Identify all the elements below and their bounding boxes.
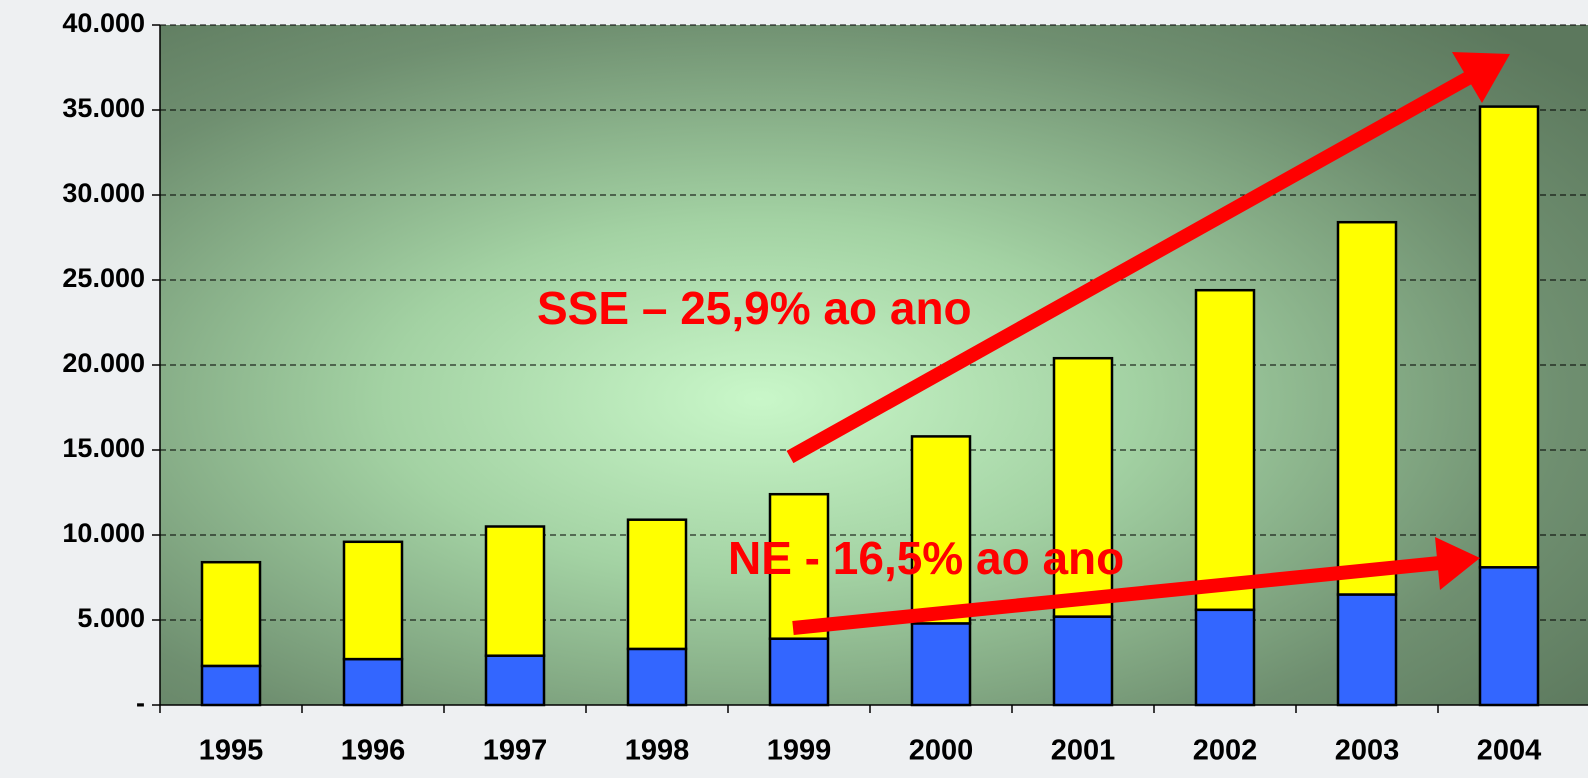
y-tick-label: 40.000	[62, 8, 145, 38]
y-tick-label: 35.000	[62, 93, 145, 123]
x-tick-label: 1999	[767, 735, 832, 767]
y-tick-label: 15.000	[62, 433, 145, 463]
bar-segment	[200, 664, 262, 707]
bar-segment	[1478, 105, 1540, 569]
bar-segment	[484, 654, 546, 707]
y-tick-label: 30.000	[62, 178, 145, 208]
bar-segment	[1478, 566, 1540, 707]
labels: - 5.000 10.000 15.000 20.000 25.000 30.000 35.0…	[62, 8, 1541, 767]
x-tick-label: 1996	[341, 735, 406, 767]
x-tick-label: 1997	[483, 735, 548, 767]
bar-segment	[1052, 356, 1114, 618]
annotation: SSE – 25,9% ao ano	[537, 282, 972, 334]
x-tick-label: 2000	[909, 735, 974, 767]
y-tick-label: -	[136, 688, 145, 718]
bar-segment	[484, 525, 546, 657]
bars	[200, 105, 1540, 707]
bar-segment	[342, 540, 404, 661]
bar-segment	[342, 657, 404, 707]
y-tick-label: 25.000	[62, 263, 145, 293]
x-tick-label: 1995	[199, 735, 264, 767]
annotation: NE - 16,5% ao ano	[728, 532, 1124, 584]
x-tick-label: 1998	[625, 735, 690, 767]
bar-segment	[1336, 220, 1398, 596]
bar-segment	[910, 622, 972, 707]
sse-arrow	[786, 70, 1474, 464]
bar-segment	[626, 647, 688, 707]
bar-segment	[1194, 608, 1256, 707]
ne-arrow	[792, 556, 1441, 635]
bar-segment	[768, 637, 830, 707]
x-tick-label: 2001	[1051, 735, 1116, 767]
bar-segment	[1052, 615, 1114, 707]
bar-segment	[910, 435, 972, 625]
x-tick-label: 2004	[1477, 735, 1542, 767]
x-tick-label: 2003	[1335, 735, 1400, 767]
y-tick-label: 10.000	[62, 518, 145, 548]
bar-segment	[626, 518, 688, 651]
ne-arrow-head	[1435, 537, 1480, 590]
x-tick-label: 2002	[1193, 735, 1258, 767]
bar-segment	[1194, 288, 1256, 612]
sse-arrow-head	[1452, 52, 1510, 103]
y-tick-label: 5.000	[77, 603, 145, 633]
bar-segment	[1336, 593, 1398, 707]
y-tick-label: 20.000	[62, 348, 145, 378]
bar-segment	[200, 560, 262, 668]
bar-segment	[768, 492, 830, 640]
arrows	[786, 52, 1510, 635]
